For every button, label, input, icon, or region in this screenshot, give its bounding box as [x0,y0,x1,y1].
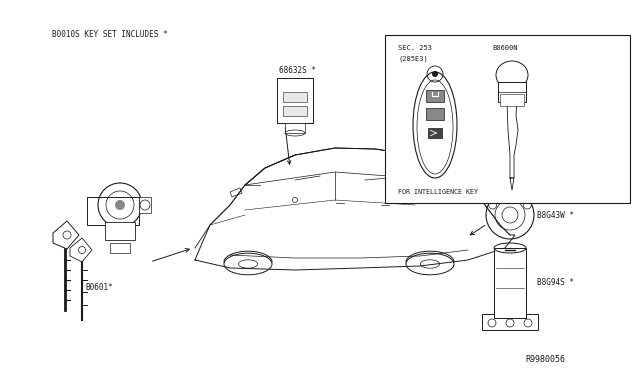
Bar [482,314,538,330]
Text: R9980056: R9980056 [525,355,565,364]
Bar [385,35,630,203]
Text: SEC. 253: SEC. 253 [398,45,432,51]
Text: 68632S *: 68632S * [279,66,316,75]
Bar [110,243,130,253]
Bar [105,222,135,240]
Text: B0601*: B0601* [85,283,113,292]
Text: (285E3): (285E3) [398,56,428,62]
Circle shape [432,71,438,77]
Text: B8G94S *: B8G94S * [537,278,574,287]
Bar [283,106,307,116]
Circle shape [115,200,125,210]
Bar [277,78,313,123]
Bar [498,82,526,102]
Bar [426,108,444,120]
Bar [87,197,139,225]
Text: B0010S KEY SET INCLUDES *: B0010S KEY SET INCLUDES * [52,30,168,39]
Bar [426,90,444,102]
Text: B8G43W *: B8G43W * [537,211,574,220]
Text: B0600N: B0600N [492,45,518,51]
Bar [494,248,526,318]
Bar [139,197,151,213]
Text: FOR INTELLIGENCE KEY: FOR INTELLIGENCE KEY [398,189,478,195]
Bar [500,94,524,106]
Bar [283,92,307,102]
Bar [428,128,442,138]
Bar [285,123,305,133]
